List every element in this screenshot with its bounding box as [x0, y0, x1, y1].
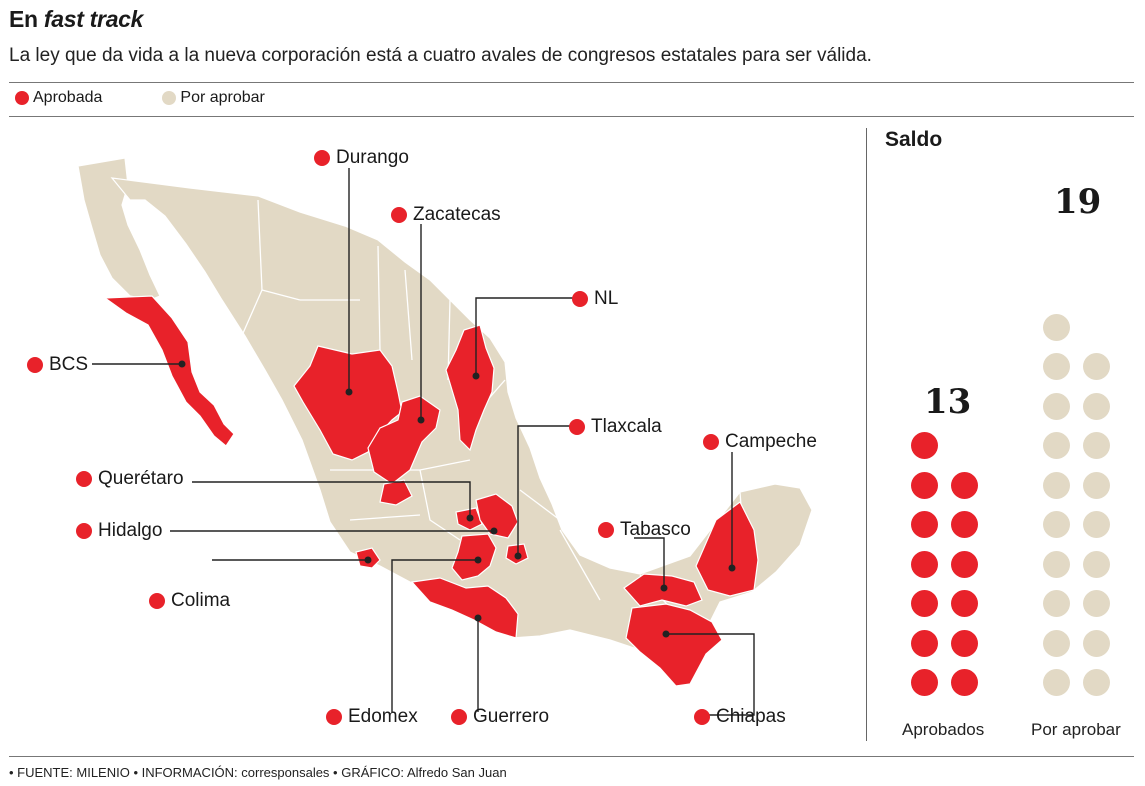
approved-count-dot [951, 629, 978, 657]
label-hidalgo: Hidalgo [76, 520, 162, 542]
pending-count-dot [1083, 432, 1110, 459]
top-divider [9, 82, 1134, 83]
state-zacatecas-south [379, 479, 413, 506]
state-chiapas [625, 603, 723, 687]
state-hidalgo [475, 493, 519, 539]
pending-count-dot [1083, 629, 1110, 657]
approved-dot-icon [703, 434, 719, 450]
label-zacatecas: Zacatecas [391, 204, 501, 226]
approved-dot-icon [27, 357, 43, 373]
pending-count-dot [1043, 590, 1070, 617]
legend-divider [9, 116, 1134, 117]
leader-lines [92, 168, 755, 716]
leader-endpoints [178, 360, 736, 638]
approved-count: 13 [924, 382, 972, 422]
approved-count-dot [951, 550, 978, 578]
approved-count-dot [951, 590, 978, 617]
approved-count-dot [911, 550, 938, 578]
mexico-map [77, 157, 813, 716]
pending-count-dot [1083, 669, 1110, 696]
approved-count-dot [951, 471, 978, 499]
label-bcs: BCS [27, 354, 88, 376]
page-title: En fast track [9, 6, 144, 32]
approved-dot-icon [694, 709, 710, 725]
footer-credits: • FUENTE: MILENIO • INFORMACIÓN: corresp… [9, 765, 507, 780]
label-campeche: Campeche [703, 431, 817, 453]
pending-count-dot [1083, 471, 1110, 499]
state-campeche [695, 501, 759, 597]
label-nl: NL [572, 288, 618, 310]
pending-count-dot [1083, 353, 1110, 380]
label-durango: Durango [314, 147, 409, 169]
saldo-title: Saldo [885, 128, 943, 151]
pending-count-dot [1043, 392, 1070, 420]
legend-pending: Por aprobar [162, 89, 265, 107]
approved-count-dot [911, 669, 938, 696]
approved-dot-icon [598, 522, 614, 538]
state-bcs [103, 295, 235, 447]
pending-count-dot [1083, 392, 1110, 420]
pending-dot-icon [162, 91, 177, 105]
label-edomex: Edomex [326, 706, 418, 728]
approved-column-label: Aprobados [902, 720, 985, 739]
approved-dot-icon [76, 471, 92, 487]
approved-dot-icon [326, 709, 342, 725]
approved-dot-icon [569, 419, 585, 435]
approved-count-dot [911, 471, 938, 499]
pending-count-dot [1083, 511, 1110, 538]
pending-count-dot [1043, 432, 1070, 459]
pending-count-dot [1043, 511, 1070, 538]
page-subtitle: La ley que da vida a la nueva corporació… [9, 45, 872, 66]
state-guerrero [410, 577, 519, 639]
approved-dot-icon [572, 291, 588, 307]
approved-dot-icon [76, 523, 92, 539]
label-tlaxcala: Tlaxcala [569, 416, 662, 438]
pending-count-dot [1043, 550, 1070, 578]
pending-count-dot [1043, 353, 1070, 380]
label-guerrero: Guerrero [451, 706, 549, 728]
pending-count-dot [1083, 550, 1110, 578]
label-queretaro: Querétaro [76, 468, 184, 490]
pending-count-dot [1043, 313, 1070, 341]
approved-dot-icon [314, 150, 330, 166]
pending-count-dot [1043, 471, 1070, 499]
pending-column-label: Por aprobar [1031, 720, 1121, 739]
approved-count-dot [951, 669, 978, 696]
approved-dot-icon [149, 593, 165, 609]
pending-count-dot [1083, 590, 1110, 617]
approved-count-dot [911, 511, 938, 538]
legend: Aprobada Por aprobar [15, 89, 325, 107]
label-colima: Colima [149, 590, 230, 612]
pending-count: 19 [1054, 182, 1102, 222]
approved-count-dot [911, 432, 938, 459]
approved-dot-icon [15, 91, 29, 105]
approved-count-dot [911, 590, 938, 617]
pending-count-dot [1043, 669, 1070, 696]
state-nl [445, 324, 495, 452]
footer-divider [9, 756, 1134, 757]
approved-dot-icon [391, 207, 407, 223]
approved-count-dot [951, 511, 978, 538]
legend-approved: Aprobada [15, 89, 102, 107]
label-chiapas: Chiapas [694, 706, 786, 728]
panel-separator [866, 128, 867, 741]
state-edomex [451, 533, 497, 581]
approved-dot-icon [451, 709, 467, 725]
approved-count-dot [911, 629, 938, 657]
pending-count-dot [1043, 629, 1070, 657]
label-tabasco: Tabasco [598, 519, 691, 541]
